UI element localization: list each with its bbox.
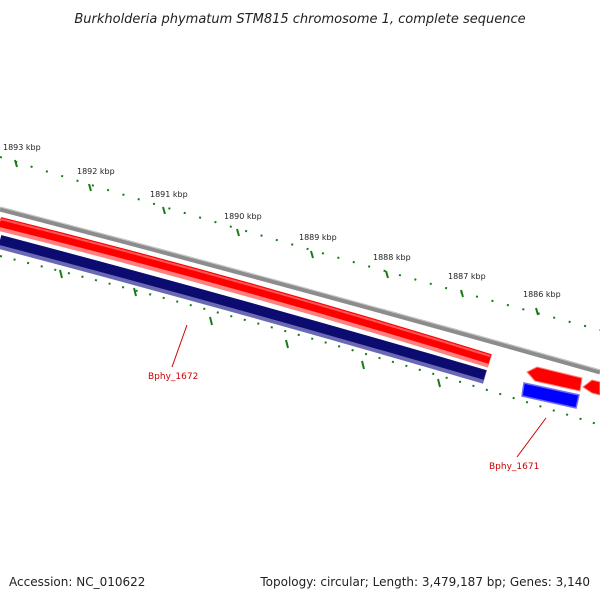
inner-tick-major	[437, 378, 441, 388]
tick-major-1893	[14, 159, 18, 168]
tick-major-1888	[385, 270, 389, 279]
tick-label: 1892 kbp	[77, 167, 115, 176]
gene-arrow-forward[interactable]	[526, 366, 583, 392]
tick-label: 1891 kbp	[150, 190, 188, 199]
tick-label: 1889 kbp	[299, 233, 337, 242]
inner-tick-ring	[0, 255, 600, 426]
tick-labels: 1893 kbp 1892 kbp 1891 kbp 1890 kbp 1889…	[3, 143, 561, 299]
summary-text: Topology: circular; Length: 3,479,187 bp…	[259, 575, 590, 589]
tick-major-1889	[310, 250, 314, 259]
gene-bphy-1672-forward[interactable]	[0, 217, 493, 368]
tick-major-1890	[236, 228, 240, 237]
inner-tick-major	[59, 269, 63, 279]
inner-tick-major	[209, 316, 213, 326]
tick-major-1886	[535, 307, 539, 316]
inner-tick-major	[133, 287, 137, 297]
tick-label: 1888 kbp	[373, 253, 411, 262]
outer-tick-ring	[0, 156, 600, 331]
gene-label-bphy-1672[interactable]: Bphy_1672	[148, 372, 198, 382]
label-leader-bphy-1672	[171, 324, 188, 368]
map-title: Burkholderia phymatum STM815 chromosome …	[74, 12, 525, 27]
tick-major-1892	[88, 183, 92, 192]
inner-minor-ticks	[0, 255, 600, 426]
tick-major-1887	[460, 289, 464, 298]
gene-bphy-1671-block[interactable]	[521, 382, 580, 409]
accession-text: Accession: NC_010622	[9, 575, 145, 589]
tick-major-1891	[162, 206, 166, 215]
gene-bphy-1672-reverse[interactable]	[0, 235, 487, 384]
backbone-ring	[0, 206, 600, 375]
inner-tick-major	[361, 360, 365, 370]
tick-label: 1886 kbp	[523, 290, 561, 299]
tick-label: 1887 kbp	[448, 272, 486, 281]
gene-arrow-forward-edge[interactable]	[582, 379, 600, 396]
gene-label-bphy-1671[interactable]: Bphy_1671	[489, 462, 539, 472]
inner-tick-major	[285, 339, 289, 349]
label-leader-bphy-1671	[516, 417, 547, 458]
tick-label: 1890 kbp	[224, 212, 262, 221]
tick-label: 1893 kbp	[3, 143, 41, 152]
